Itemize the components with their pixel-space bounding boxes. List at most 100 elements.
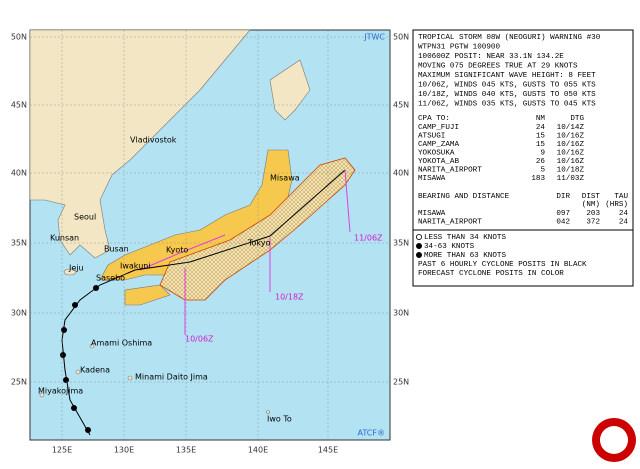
place-label: Sasebo	[96, 274, 125, 283]
lat-label: 40N	[393, 169, 409, 178]
info-text: 9	[540, 150, 545, 158]
place-label: Tokyo	[247, 239, 271, 248]
info-text: NARITA_AIRPORT	[418, 167, 482, 175]
lon-label: 145E	[318, 446, 338, 455]
info-text: 10/16Z	[557, 141, 585, 149]
info-text: BEARING AND DISTANCE	[418, 193, 510, 201]
place-label: Minami Daito Jima	[135, 373, 208, 382]
info-text: DIR	[556, 193, 570, 201]
forecast-area	[159, 157, 356, 301]
info-text: 15	[536, 141, 546, 149]
info-text: CAMP_FUJI	[418, 124, 459, 132]
info-text: 34-63 KNOTS	[424, 243, 475, 251]
info-text: 26	[536, 158, 546, 166]
lat-label: 40N	[11, 169, 27, 178]
atcf: ATCF®	[358, 429, 385, 438]
place-label: Misawa	[270, 174, 300, 183]
info-text: (NM)	[582, 201, 600, 209]
info-text: MAXIMUM SIGNIFICANT WAVE HEIGHT: 8 FEET	[418, 72, 596, 80]
info-text: 5	[540, 167, 545, 175]
info-text: 097	[556, 210, 570, 218]
info-text: 10/18Z, WINDS 040 KTS, GUSTS TO 050 KTS	[418, 91, 596, 99]
lat-label: 45N	[11, 101, 27, 110]
place-label: Jeju	[68, 264, 84, 273]
info-text: 10/16Z	[557, 150, 585, 158]
place-label: Kadena	[80, 366, 110, 375]
legend-symbol	[415, 233, 422, 240]
info-text: NM	[536, 115, 546, 123]
forecast-label: 10/06Z	[185, 335, 214, 344]
info-text: 10/16Z	[557, 133, 585, 141]
info-box	[412, 29, 634, 231]
place-label: Seoul	[74, 213, 96, 222]
info-text: MISAWA	[418, 210, 446, 218]
wind-radius	[139, 234, 226, 271]
info-text: (HRS)	[605, 201, 628, 209]
lat-label: 50N	[11, 33, 27, 42]
forecast-label: 10/18Z	[275, 293, 304, 302]
info-text: 24	[619, 210, 629, 218]
info-text: 10/06Z, WINDS 045 KTS, GUSTS TO 055 KTS	[418, 82, 596, 90]
info-text: DIST	[582, 193, 601, 201]
info-text: 24	[536, 124, 546, 132]
place-label: Miyakojima	[38, 387, 83, 396]
info-text: DTG	[570, 115, 584, 123]
jtwc: JTWC	[363, 33, 385, 42]
lon-label: 140E	[248, 446, 268, 455]
info-text: 183	[531, 175, 545, 183]
info-text: YOKOSUKA	[418, 150, 455, 158]
info-text: TAU	[614, 193, 628, 201]
past-posits	[60, 285, 99, 433]
info-text: 042	[556, 219, 570, 227]
info-text: 372	[586, 219, 600, 227]
info-text: 100600Z POSIT: NEAR 33.1N 134.2E	[418, 53, 564, 61]
info-text: MOVING 075 DEGREES TRUE AT 29 KNOTS	[418, 63, 578, 71]
place-label: Kyoto	[166, 246, 188, 255]
info-text: 10/16Z	[557, 158, 585, 166]
info-text: CAMP_ZAMA	[418, 141, 459, 149]
info-text: 10/18Z	[557, 167, 585, 175]
info-text: YOKOTA_AB	[418, 158, 459, 166]
info-text: ATSUGI	[418, 133, 445, 141]
info-text: 11/03Z	[557, 175, 585, 183]
place-label: Vladivostok	[130, 136, 177, 145]
info-text: 10/14Z	[557, 124, 585, 132]
info-text: MORE THAN 63 KNOTS	[424, 252, 506, 260]
legend-symbol	[415, 251, 422, 258]
info-text: PAST 6 HOURLY CYCLONE POSITS IN BLACK	[418, 261, 587, 269]
info-text: WTPN31 PGTW 100900	[418, 44, 500, 52]
info-text: MISAWA	[418, 175, 446, 183]
lat-label: 25N	[393, 378, 409, 387]
lon-label: 135E	[176, 446, 196, 455]
place-label: Kunsan	[50, 234, 79, 243]
pointer	[344, 169, 351, 233]
graticule	[30, 30, 390, 440]
lon-label: 125E	[52, 446, 72, 455]
lat-label: 25N	[11, 378, 27, 387]
info-text: 203	[586, 210, 600, 218]
lat-label: 30N	[393, 309, 409, 318]
lon-label: 130E	[114, 446, 134, 455]
info-text: 24	[619, 219, 629, 227]
info-text: FORECAST CYCLONE POSITS IN COLOR	[418, 270, 564, 278]
place-label: Iwakuni	[120, 262, 151, 271]
forecast-label: 11/06Z	[354, 234, 383, 243]
info-text: 15	[536, 133, 546, 141]
place-label: Busan	[104, 245, 129, 254]
info-text: NARITA_AIRPORT	[418, 219, 482, 227]
info-text: TROPICAL STORM 08W (NEOGURI) WARNING #30	[418, 34, 601, 42]
lat-label: 35N	[393, 239, 409, 248]
legend-symbol	[415, 242, 422, 249]
place-label: Amami Oshima	[91, 339, 152, 348]
info-text: LESS THAN 34 KNOTS	[424, 234, 506, 242]
lat-label: 30N	[11, 309, 27, 318]
lat-label: 35N	[11, 239, 27, 248]
info-text: 11/06Z, WINDS 035 KTS, GUSTS TO 045 KTS	[418, 101, 596, 109]
lat-label: 45N	[393, 101, 409, 110]
legend-box	[412, 229, 634, 287]
place-label: Iwo To	[267, 415, 292, 424]
info-text: CPA TO:	[418, 115, 450, 123]
logo-inner	[600, 426, 628, 454]
lat-label: 50N	[393, 33, 409, 42]
